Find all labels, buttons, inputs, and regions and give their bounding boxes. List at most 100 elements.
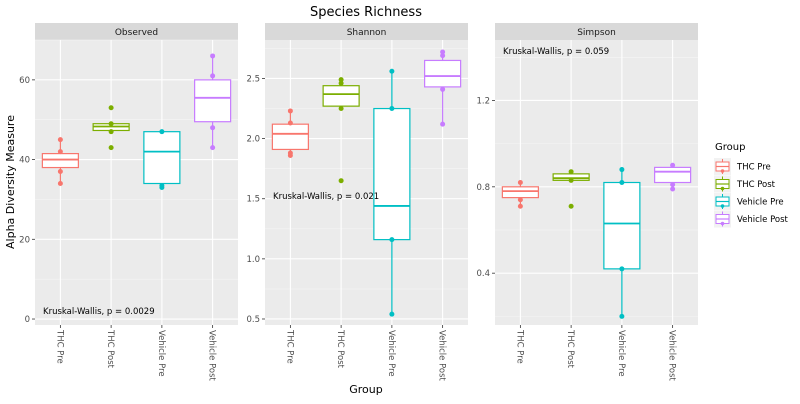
boxplot-vehicle-post <box>194 53 232 151</box>
box-iqr <box>373 107 411 241</box>
data-point <box>338 77 344 83</box>
y-tick-label: 2.5 <box>246 74 260 84</box>
data-point <box>108 121 114 127</box>
legend-label: THC Post <box>736 180 776 190</box>
boxplot-vehicle-post <box>424 49 462 127</box>
legend-key-point <box>720 204 725 208</box>
data-point <box>210 53 216 59</box>
y-tick-label: 0.8 <box>476 183 490 193</box>
data-point <box>517 180 523 185</box>
data-point <box>389 68 395 74</box>
y-tick-label: 60 <box>19 76 30 86</box>
facet-label: Observed <box>115 28 158 38</box>
boxplot-thc-post <box>552 169 590 209</box>
legend-key-point <box>720 169 725 173</box>
y-tick-label: 2.0 <box>246 135 260 145</box>
boxplot-thc-pre <box>271 108 309 158</box>
data-point <box>338 178 344 184</box>
data-point <box>108 129 114 135</box>
y-tick-label: 20 <box>19 235 30 245</box>
data-point <box>108 105 114 111</box>
data-point <box>517 197 523 203</box>
chart-title: Species Richness <box>310 5 422 20</box>
data-point <box>619 313 625 319</box>
legend-item: THC Pre <box>714 158 771 175</box>
data-point <box>210 73 216 79</box>
legend-label: THC Pre <box>736 163 771 173</box>
boxplot-vehicle-pre <box>373 68 411 317</box>
data-point <box>670 182 676 188</box>
data-point <box>619 167 625 173</box>
x-tick-label: Vehicle Pre <box>616 330 626 377</box>
x-tick-label: THC Post <box>565 329 575 369</box>
x-tick-label: Vehicle Post <box>207 330 217 382</box>
x-tick-label: Vehicle Pre <box>156 330 166 377</box>
x-tick-label: Vehicle Post <box>437 330 447 382</box>
box-iqr <box>424 59 462 88</box>
y-tick-label: 1.0 <box>246 255 260 265</box>
data-point <box>568 203 574 209</box>
facet-strip <box>265 23 468 40</box>
data-point <box>440 121 446 127</box>
box-iqr <box>322 85 360 107</box>
legend-key-point <box>720 186 725 191</box>
boxplot-thc-post <box>92 105 130 151</box>
boxplot-vehicle-post <box>654 162 692 192</box>
data-point <box>389 106 395 112</box>
data-point <box>440 49 446 55</box>
data-point <box>440 86 446 92</box>
legend-label: Vehicle Post <box>737 215 789 225</box>
box-iqr <box>501 186 539 199</box>
y-tick-label: 40 <box>19 156 30 166</box>
box-iqr <box>603 181 641 270</box>
data-point <box>210 125 216 131</box>
legend-label: Vehicle Pre <box>737 198 784 208</box>
box-iqr <box>143 131 181 185</box>
y-tick-label: 0.5 <box>246 315 260 325</box>
legend-item: THC Post <box>714 175 776 193</box>
y-tick-label: 1.2 <box>476 96 490 106</box>
facet-strip <box>495 23 698 40</box>
boxplot-thc-pre <box>501 180 539 209</box>
data-point <box>57 149 63 155</box>
data-point <box>568 177 574 183</box>
panel-observed: Observed 0 20 40 60 THC Pre THC Post Vehicle Pr… <box>19 23 238 382</box>
box-iqr <box>41 153 79 169</box>
data-point <box>57 180 63 186</box>
x-tick-label: THC Post <box>335 329 345 369</box>
data-point <box>210 145 216 151</box>
box-iqr <box>271 123 309 151</box>
data-point <box>338 80 344 86</box>
data-point <box>440 53 446 59</box>
boxplot-thc-pre <box>41 137 79 186</box>
x-tick-label: THC Pre <box>54 329 64 364</box>
legend-item: Vehicle Pre <box>714 193 784 210</box>
facet-strip <box>35 23 238 40</box>
x-tick-label: THC Post <box>105 329 115 369</box>
boxplot-vehicle-pre <box>143 129 181 190</box>
x-tick-label: Vehicle Pre <box>386 330 396 377</box>
x-tick-label: THC Pre <box>284 329 294 364</box>
legend-key-point <box>720 221 725 226</box>
y-tick-label: 0 <box>25 315 30 325</box>
data-point <box>389 237 395 243</box>
data-point <box>287 150 293 156</box>
facet-label: Simpson <box>577 28 616 38</box>
x-axis-label: Group <box>349 383 383 396</box>
box-iqr <box>194 79 232 123</box>
box-iqr <box>654 166 692 184</box>
panel-simpson: Simpson 0.4 0.8 1.2 THC Pre THC Post Vehicle P… <box>476 23 698 382</box>
panel-shannon: Shannon 0.5 1.0 1.5 2.0 2.5 THC Pre THC Post Veh… <box>246 23 468 382</box>
data-point <box>287 120 293 126</box>
y-axis-label: Alpha Diversity Measure <box>4 115 17 249</box>
data-point <box>287 108 293 114</box>
data-point <box>670 186 676 192</box>
data-point <box>159 129 165 135</box>
data-point <box>517 203 523 209</box>
y-tick-label: 1.5 <box>246 195 260 205</box>
x-tick-label: Vehicle Post <box>667 330 677 382</box>
y-tick-label: 0.4 <box>476 269 490 279</box>
data-point <box>619 180 625 185</box>
data-point <box>108 145 114 151</box>
